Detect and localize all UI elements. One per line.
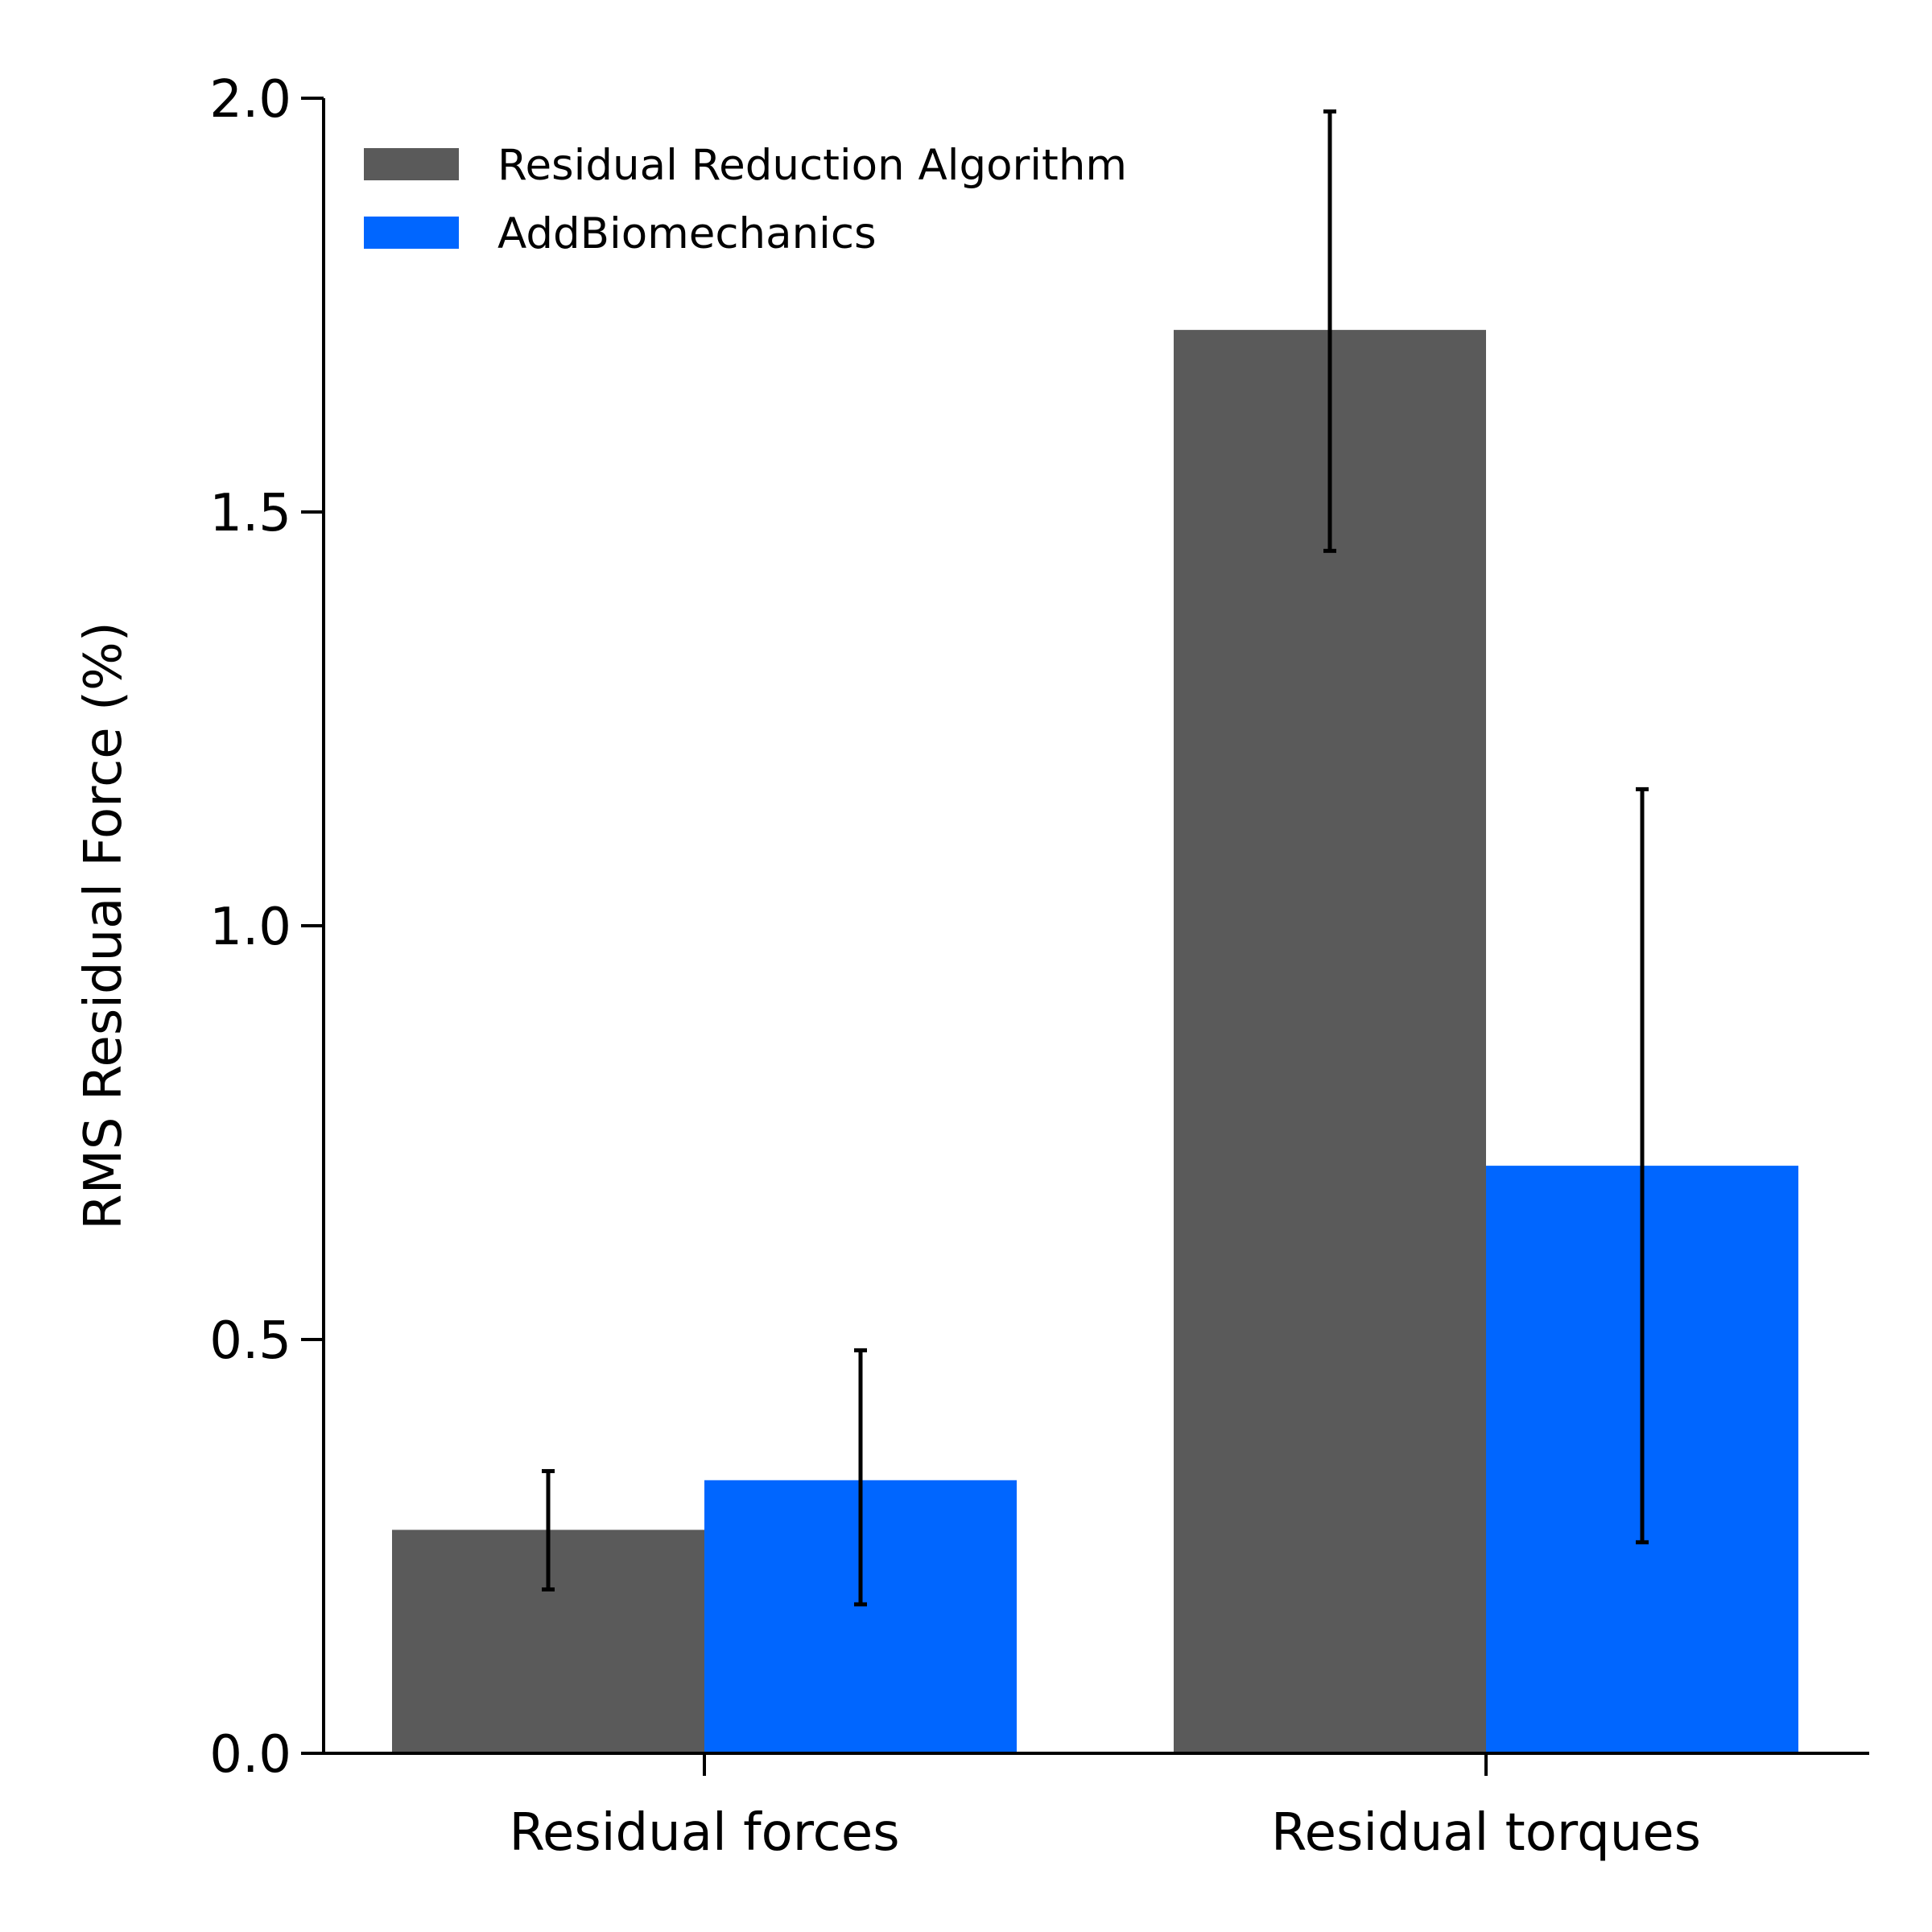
x-ticks: Residual forces Residual torques <box>509 1753 1701 1863</box>
y-tick-label: 1.5 <box>209 484 291 543</box>
y-ticks: 0.0 0.5 1.0 1.5 2.0 <box>209 70 324 1785</box>
x-tick-label: Residual forces <box>509 1803 899 1863</box>
y-tick-label: 1.0 <box>209 898 291 957</box>
x-tick-label: Residual torques <box>1271 1803 1701 1863</box>
legend-label: AddBiomechanics <box>497 209 877 258</box>
legend-swatch <box>364 148 459 180</box>
legend-label: Residual Reduction Algorithm <box>497 141 1127 190</box>
y-tick-label: 0.5 <box>209 1311 291 1371</box>
legend-swatch <box>364 217 459 249</box>
y-tick-label: 0.0 <box>209 1725 291 1785</box>
bars-layer <box>392 329 1798 1754</box>
bar-rra-torques <box>1174 329 1486 1754</box>
y-tick-label: 2.0 <box>209 70 291 130</box>
legend: Residual Reduction Algorithm AddBiomechan… <box>364 141 1127 258</box>
y-axis-title: RMS Residual Force (%) <box>74 621 134 1230</box>
error-bars-layer <box>542 109 1649 1607</box>
